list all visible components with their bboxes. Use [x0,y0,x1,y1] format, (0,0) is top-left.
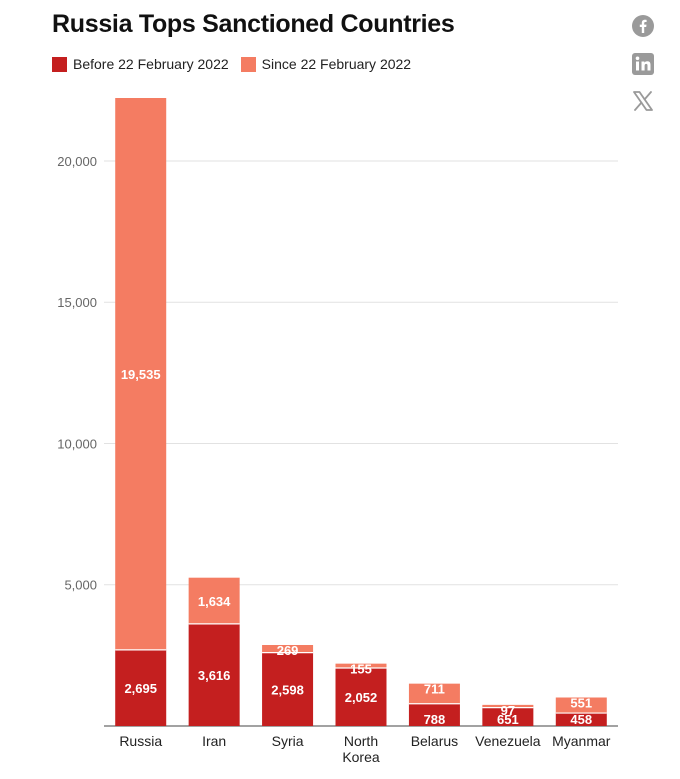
linkedin-icon [632,53,654,75]
facebook-icon [632,15,654,37]
bar-since-russia [115,98,167,650]
data-label-before: 651 [497,712,519,727]
y-tick-label: 20,000 [57,154,97,169]
bar-since-syria [262,645,314,653]
data-label-before: 2,052 [345,690,378,705]
data-label-since: 711 [424,682,445,697]
bar-before-russia [115,649,167,726]
x-tick-label: Belarus [411,733,458,749]
legend-swatch-before [52,56,67,72]
x-share-button[interactable] [630,88,656,114]
bar-since-venezuela [482,704,534,708]
x-tick-label: Russia [119,733,162,749]
linkedin-share-button[interactable] [630,51,656,77]
bar-before-north-korea [335,668,387,726]
bar-before-iran [188,623,240,726]
data-label-before: 458 [570,712,592,727]
y-tick-label: 10,000 [57,436,97,451]
bar-since-myanmar [555,697,607,714]
x-icon [633,91,653,111]
bar-since-iran [188,577,240,624]
x-tick-label: Iran [202,733,226,749]
data-label-before: 2,598 [271,682,304,697]
x-tick-label: North [344,733,378,749]
bar-since-belarus [408,683,460,704]
x-tick-label: Syria [272,733,304,749]
legend-item-before: Before 22 February 2022 [52,56,229,72]
bar-since-north-korea [335,663,387,669]
legend-swatch-since [240,56,256,72]
x-tick-label: Myanmar [552,733,611,749]
y-tick-label: 5,000 [64,578,97,593]
data-label-since: 551 [570,695,592,710]
data-label-before: 2,695 [124,681,157,696]
bar-before-venezuela [482,707,534,726]
x-tick-label: Korea [342,749,380,765]
legend-label-since: Since 22 February 2022 [261,56,412,72]
y-tick-label: 15,000 [57,295,97,310]
legend-item-since: Since 22 February 2022 [240,56,412,72]
facebook-share-button[interactable] [630,13,656,39]
data-label-before: 3,616 [198,668,231,683]
data-label-before: 788 [424,712,446,727]
data-label-since: 19,535 [121,367,161,382]
bar-before-belarus [408,703,460,726]
data-label-since: 269 [277,643,299,658]
legend: Before 22 February 2022 Since 22 Februar… [52,56,423,72]
data-label-since: 97 [501,703,515,718]
bar-before-myanmar [555,713,607,726]
data-label-since: 155 [350,662,372,677]
x-tick-label: Venezuela [475,733,541,749]
chart-title: Russia Tops Sanctioned Countries [52,10,455,38]
legend-label-before: Before 22 February 2022 [73,56,229,72]
data-label-since: 1,634 [198,594,231,609]
bar-before-syria [262,652,314,726]
